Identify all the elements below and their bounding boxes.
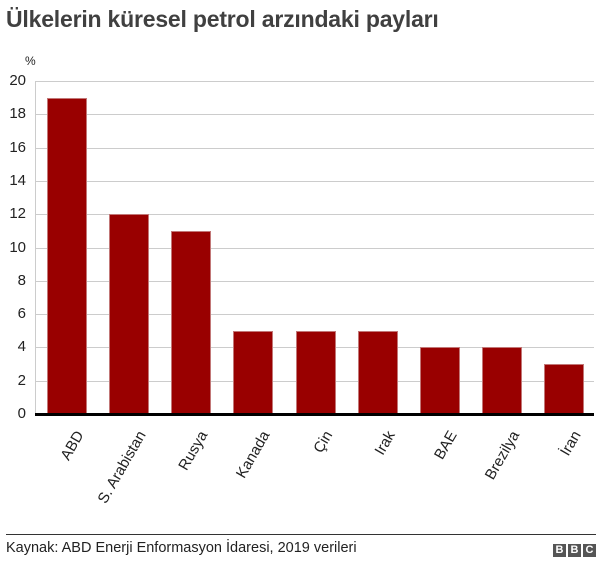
x-tick-label: Brezilya [481,428,523,483]
source-note: Kaynak: ABD Enerji Enformasyon İdaresi, … [6,540,357,556]
x-tick-label: Irak [371,428,399,459]
gridline [35,214,594,215]
bar-s-arabistan [109,214,149,414]
gridline [35,148,594,149]
y-tick-label: 8 [17,272,26,289]
bbc-logo-letter: B [568,544,581,557]
gridline [35,181,594,182]
chart-title: Ülkelerin küresel petrol arzındaki payla… [6,6,439,32]
x-tick-label: ABD [57,428,88,464]
y-tick-label: 4 [17,338,26,355]
bbc-logo-letter: B [553,544,566,557]
x-tick-label: İran [557,428,585,459]
y-tick-label: 10 [9,239,26,256]
y-axis-line [35,81,36,414]
bbc-logo: B B C [553,544,596,557]
bbc-logo-letter: C [583,544,596,557]
y-tick-label: 2 [17,372,26,389]
gridline [35,314,594,315]
bar-brezilya [482,347,522,414]
gridline [35,81,594,82]
y-tick-label: 6 [17,305,26,322]
bar-abd [47,98,87,414]
gridline [35,114,594,115]
gridline [35,281,594,282]
y-tick-label: 16 [9,139,26,156]
x-axis-baseline [35,413,594,416]
x-tick-label: Kanada [233,428,274,482]
footer-divider [6,534,596,535]
bar-kanada [233,331,273,414]
y-tick-label: 0 [17,405,26,422]
y-tick-label: 14 [9,172,26,189]
x-tick-label: S. Arabistan [94,428,150,507]
bar-bae [420,347,460,414]
x-tick-label: Rusya [175,428,212,474]
y-tick-label: 18 [9,105,26,122]
bar-rusya [171,231,211,414]
gridline [35,248,594,249]
x-tick-label: Çin [310,428,337,456]
bar-çin [296,331,336,414]
y-axis-unit-label: % [25,54,36,68]
x-tick-label: BAE [430,428,461,463]
bar-irak [358,331,398,414]
bar-i-ran [544,364,584,414]
y-tick-label: 12 [9,205,26,222]
y-tick-label: 20 [9,72,26,89]
